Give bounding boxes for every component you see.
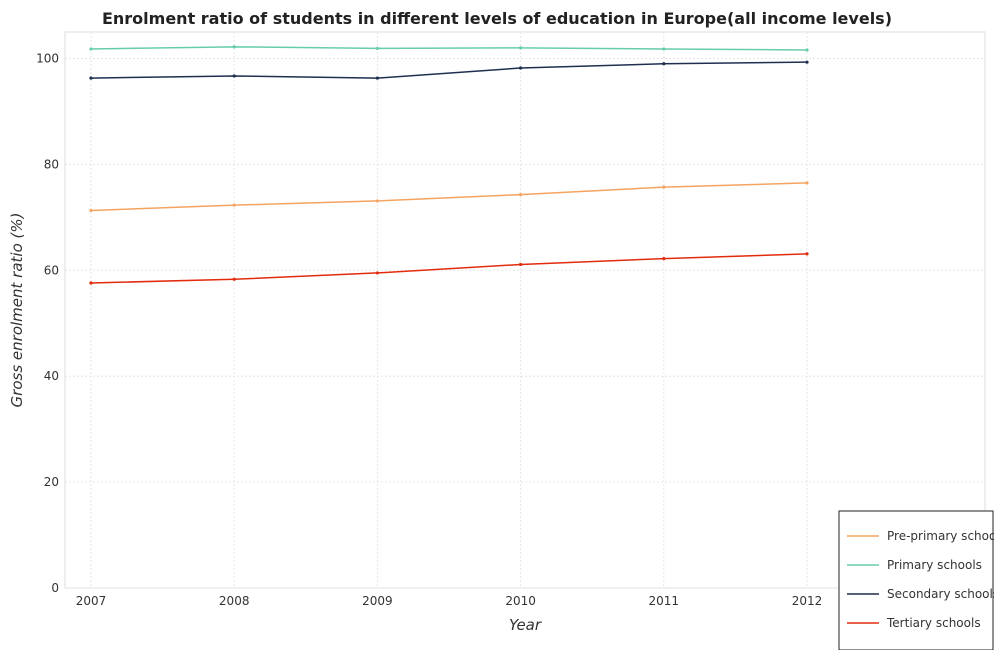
data-point [519,66,523,70]
legend: Pre-primary schools Primary schools Second… [838,510,994,650]
data-point [662,185,666,189]
x-axis-ticks: 2007 2008 2009 2010 2011 2012 [76,594,823,608]
series-line-1 [90,46,808,51]
data-point [232,45,236,49]
y-tick-label: 60 [44,263,59,277]
data-point [375,76,379,80]
plot-area [64,31,986,589]
data-point [375,271,379,275]
data-point [519,262,523,267]
y-tick-label: 80 [44,157,59,171]
data-point [662,47,666,51]
y-tick-label: 20 [44,475,59,489]
y-tick-label: 0 [51,581,59,595]
data-point [662,257,666,261]
x-axis-label: Year [509,616,542,634]
data-point [519,192,523,197]
data-point [89,76,93,80]
data-point [232,277,236,281]
data-point [375,199,379,203]
chart-title: Enrolment ratio of students in different… [102,9,892,28]
data-point [89,208,93,213]
y-tick-label: 40 [44,369,59,383]
data-point [805,252,809,256]
x-tick-label: 2012 [792,594,823,608]
x-tick-label: 2008 [219,594,250,608]
legend-label: Primary schools [887,558,982,572]
data-point [519,46,523,50]
data-point [89,281,93,285]
legend-label: Pre-primary schools [887,529,994,543]
series-group [89,45,809,285]
x-tick-label: 2007 [76,594,107,608]
series-line-0 [90,182,808,212]
data-point [232,74,236,78]
data-point [805,60,809,64]
x-tick-label: 2011 [649,594,680,608]
series-line-3 [90,253,808,284]
data-point [805,181,809,185]
legend-label: Tertiary schools [886,616,981,630]
data-point [805,48,809,52]
data-point [375,46,379,51]
y-axis-ticks: 0 20 40 60 80 100 [36,51,59,595]
y-tick-label: 100 [36,51,59,65]
x-tick-label: 2010 [505,594,536,608]
data-point [89,47,93,51]
legend-label: Secondary schools [887,587,994,601]
grid-lines [65,32,985,589]
x-tick-label: 2009 [362,594,393,608]
data-point [662,62,666,66]
data-point [232,203,236,207]
y-axis-label: Gross enrolment ratio (%) [8,213,26,408]
legend-box [838,510,994,650]
series-line-2 [90,61,808,79]
